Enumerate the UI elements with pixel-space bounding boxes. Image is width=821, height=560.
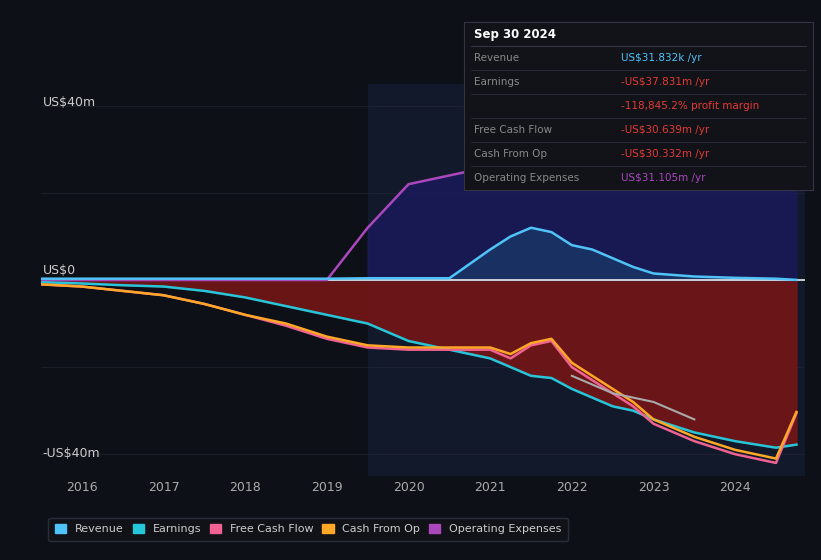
Text: US$31.105m /yr: US$31.105m /yr (621, 174, 705, 184)
Text: US$0: US$0 (43, 264, 76, 277)
Bar (368, 84, 805, 476)
Text: Revenue: Revenue (475, 53, 520, 63)
Text: Earnings: Earnings (475, 77, 520, 87)
Legend: Revenue, Earnings, Free Cash Flow, Cash From Op, Operating Expenses: Revenue, Earnings, Free Cash Flow, Cash … (48, 517, 568, 541)
Text: US$40m: US$40m (43, 96, 96, 109)
Text: -118,845.2% profit margin: -118,845.2% profit margin (621, 101, 759, 111)
Text: -US$37.831m /yr: -US$37.831m /yr (621, 77, 709, 87)
Text: Cash From Op: Cash From Op (475, 150, 548, 160)
Text: -US$40m: -US$40m (43, 447, 100, 460)
Text: Sep 30 2024: Sep 30 2024 (475, 28, 557, 41)
Text: US$31.832k /yr: US$31.832k /yr (621, 53, 701, 63)
Text: Operating Expenses: Operating Expenses (475, 174, 580, 184)
Text: -US$30.639m /yr: -US$30.639m /yr (621, 125, 709, 136)
Text: -US$30.332m /yr: -US$30.332m /yr (621, 150, 709, 160)
Text: Free Cash Flow: Free Cash Flow (475, 125, 553, 136)
